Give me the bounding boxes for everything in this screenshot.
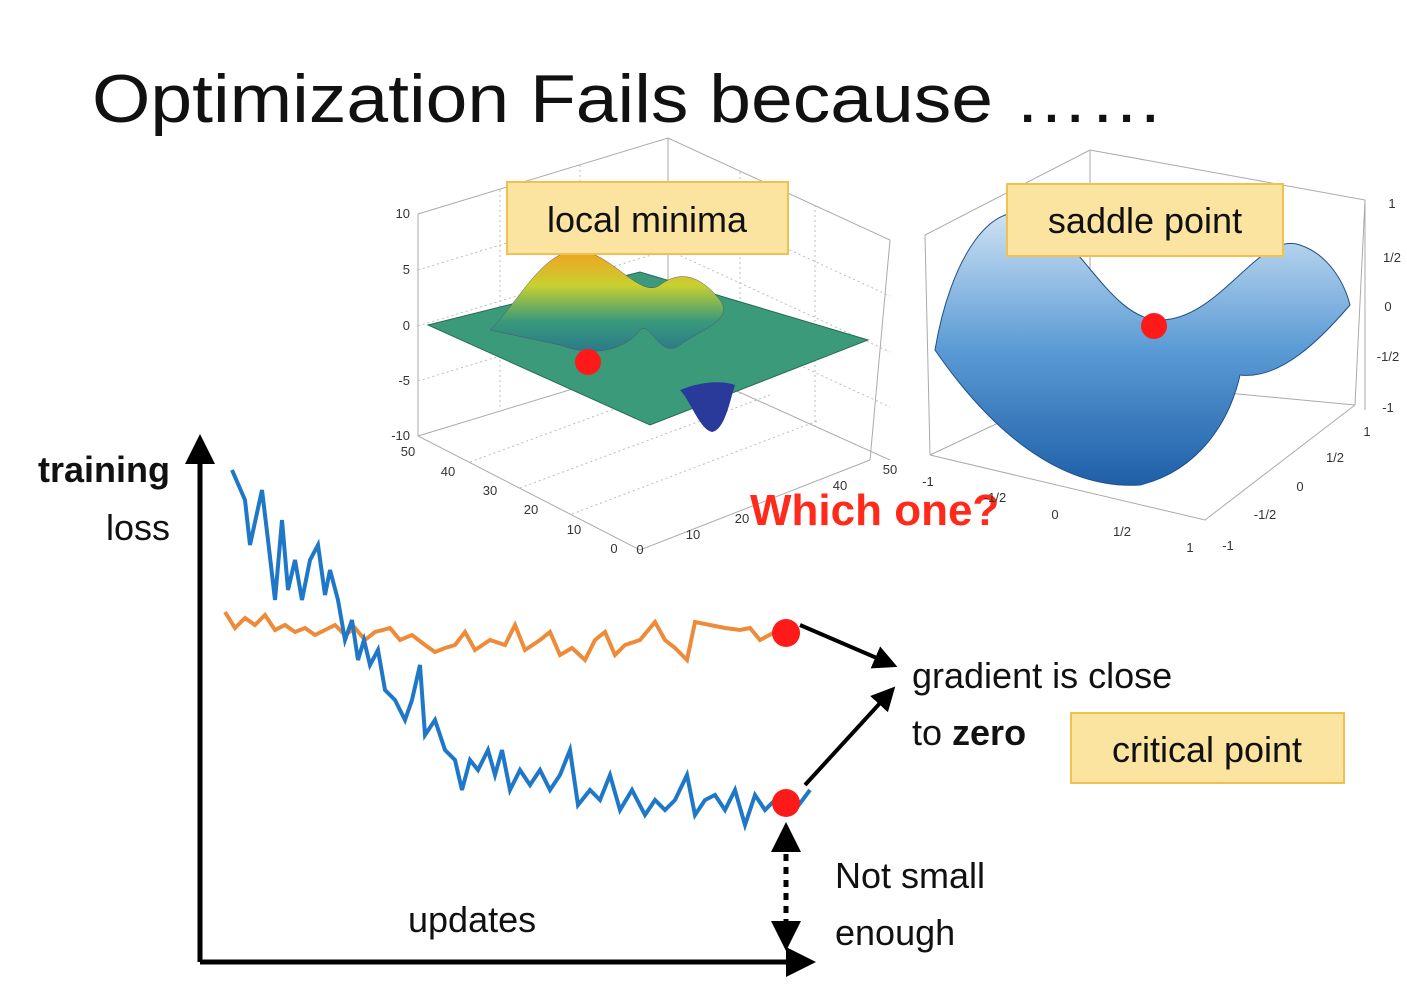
annotation: enough — [835, 912, 955, 953]
annotation-bold: zero — [952, 712, 1026, 753]
saddle-dot — [1141, 313, 1167, 339]
label-box — [1006, 183, 1284, 257]
orange-curve — [223, 610, 787, 665]
x-label: updates — [408, 899, 536, 940]
annotation: to zero — [912, 712, 1026, 753]
tick-label: 0 — [1384, 299, 1391, 314]
tick-label: -1/2 — [1377, 349, 1399, 364]
saddle-point-plot: saddle point — [924, 149, 1366, 521]
annotation: gradient is close — [912, 655, 1172, 696]
tick-label: 10 — [396, 206, 410, 221]
plot-label: saddle point — [1048, 200, 1242, 241]
tick-label: 40 — [833, 478, 847, 493]
annotation-part: to — [912, 712, 942, 753]
local-minima-plot: local minima — [417, 137, 891, 551]
tick-label: -10 — [391, 428, 410, 443]
tick-label: -1/2 — [1254, 507, 1276, 522]
critical-dot — [772, 619, 800, 647]
loss-sketch: training loss updates — [38, 434, 898, 977]
tick-label: 50 — [883, 462, 897, 477]
y-label: loss — [106, 507, 170, 548]
tick-label: 1/2 — [1326, 450, 1344, 465]
tick-label: -1 — [922, 474, 934, 489]
minimum-dot — [575, 349, 601, 375]
critical-dot — [772, 789, 800, 817]
tick-label: -1 — [1382, 400, 1394, 415]
tick-label: 1 — [1186, 540, 1193, 555]
tick-label: -5 — [398, 373, 410, 388]
tick-label: 40 — [441, 464, 455, 479]
arrow — [803, 686, 896, 787]
arrow — [799, 623, 898, 669]
tick-label: 1 — [1388, 196, 1395, 211]
y-label: training — [38, 449, 170, 490]
tick-label: 50 — [401, 444, 415, 459]
tick-label: 5 — [403, 262, 410, 277]
tick-label: 0 — [610, 541, 617, 556]
tick-label: 0 — [1296, 479, 1303, 494]
tick-label: 0 — [403, 318, 410, 333]
tick-label: 0 — [636, 542, 643, 557]
label-box — [1070, 712, 1345, 784]
plot-label: local minima — [547, 199, 748, 240]
tick-label: -1/2 — [984, 490, 1006, 505]
tick-label: 1/2 — [1383, 250, 1401, 265]
slide-title: Optimization Fails because …… — [92, 61, 1164, 137]
tick-label: 30 — [483, 483, 497, 498]
label-box — [506, 181, 789, 255]
blue-curve — [230, 469, 812, 832]
tick-label: -1 — [1222, 538, 1234, 553]
tick-label: 0 — [1051, 507, 1058, 522]
tick-label: 10 — [567, 522, 581, 537]
annotation: Not small — [835, 855, 985, 896]
tick-label: 10 — [686, 527, 700, 542]
tick-label: 1/2 — [1113, 524, 1131, 539]
surface-peaks — [489, 249, 724, 352]
tick-label: 20 — [524, 502, 538, 517]
surface-dip — [680, 382, 735, 432]
tick-label: 1 — [1363, 424, 1370, 439]
question: Which one? — [750, 486, 999, 535]
critical-point-label: critical point — [1112, 729, 1302, 770]
tick-label: 20 — [735, 511, 749, 526]
